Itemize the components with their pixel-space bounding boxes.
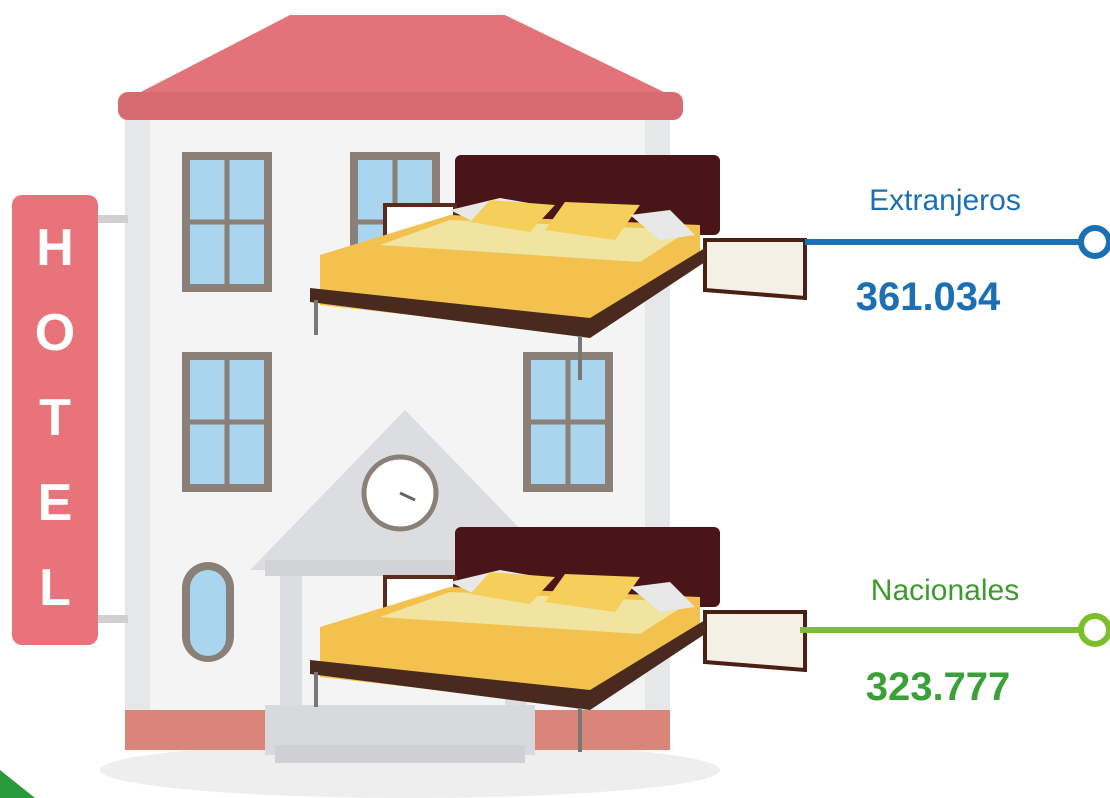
sign-letter: T (39, 389, 71, 447)
value: 323.777 (866, 665, 1011, 709)
hotel-illustration (0, 15, 807, 798)
callout-upper: Extranjeros 361.034 (805, 184, 1110, 319)
label: Nacionales (871, 574, 1019, 607)
hotel-sign (12, 195, 98, 645)
sign-letter: O (35, 304, 75, 362)
sign-letter: H (36, 219, 74, 277)
sign-letter: E (38, 474, 73, 532)
callout-lower: Nacionales 323.777 (800, 574, 1110, 709)
label: Extranjeros (869, 184, 1021, 217)
value: 361.034 (856, 275, 1001, 319)
sign-letter: L (39, 559, 71, 617)
